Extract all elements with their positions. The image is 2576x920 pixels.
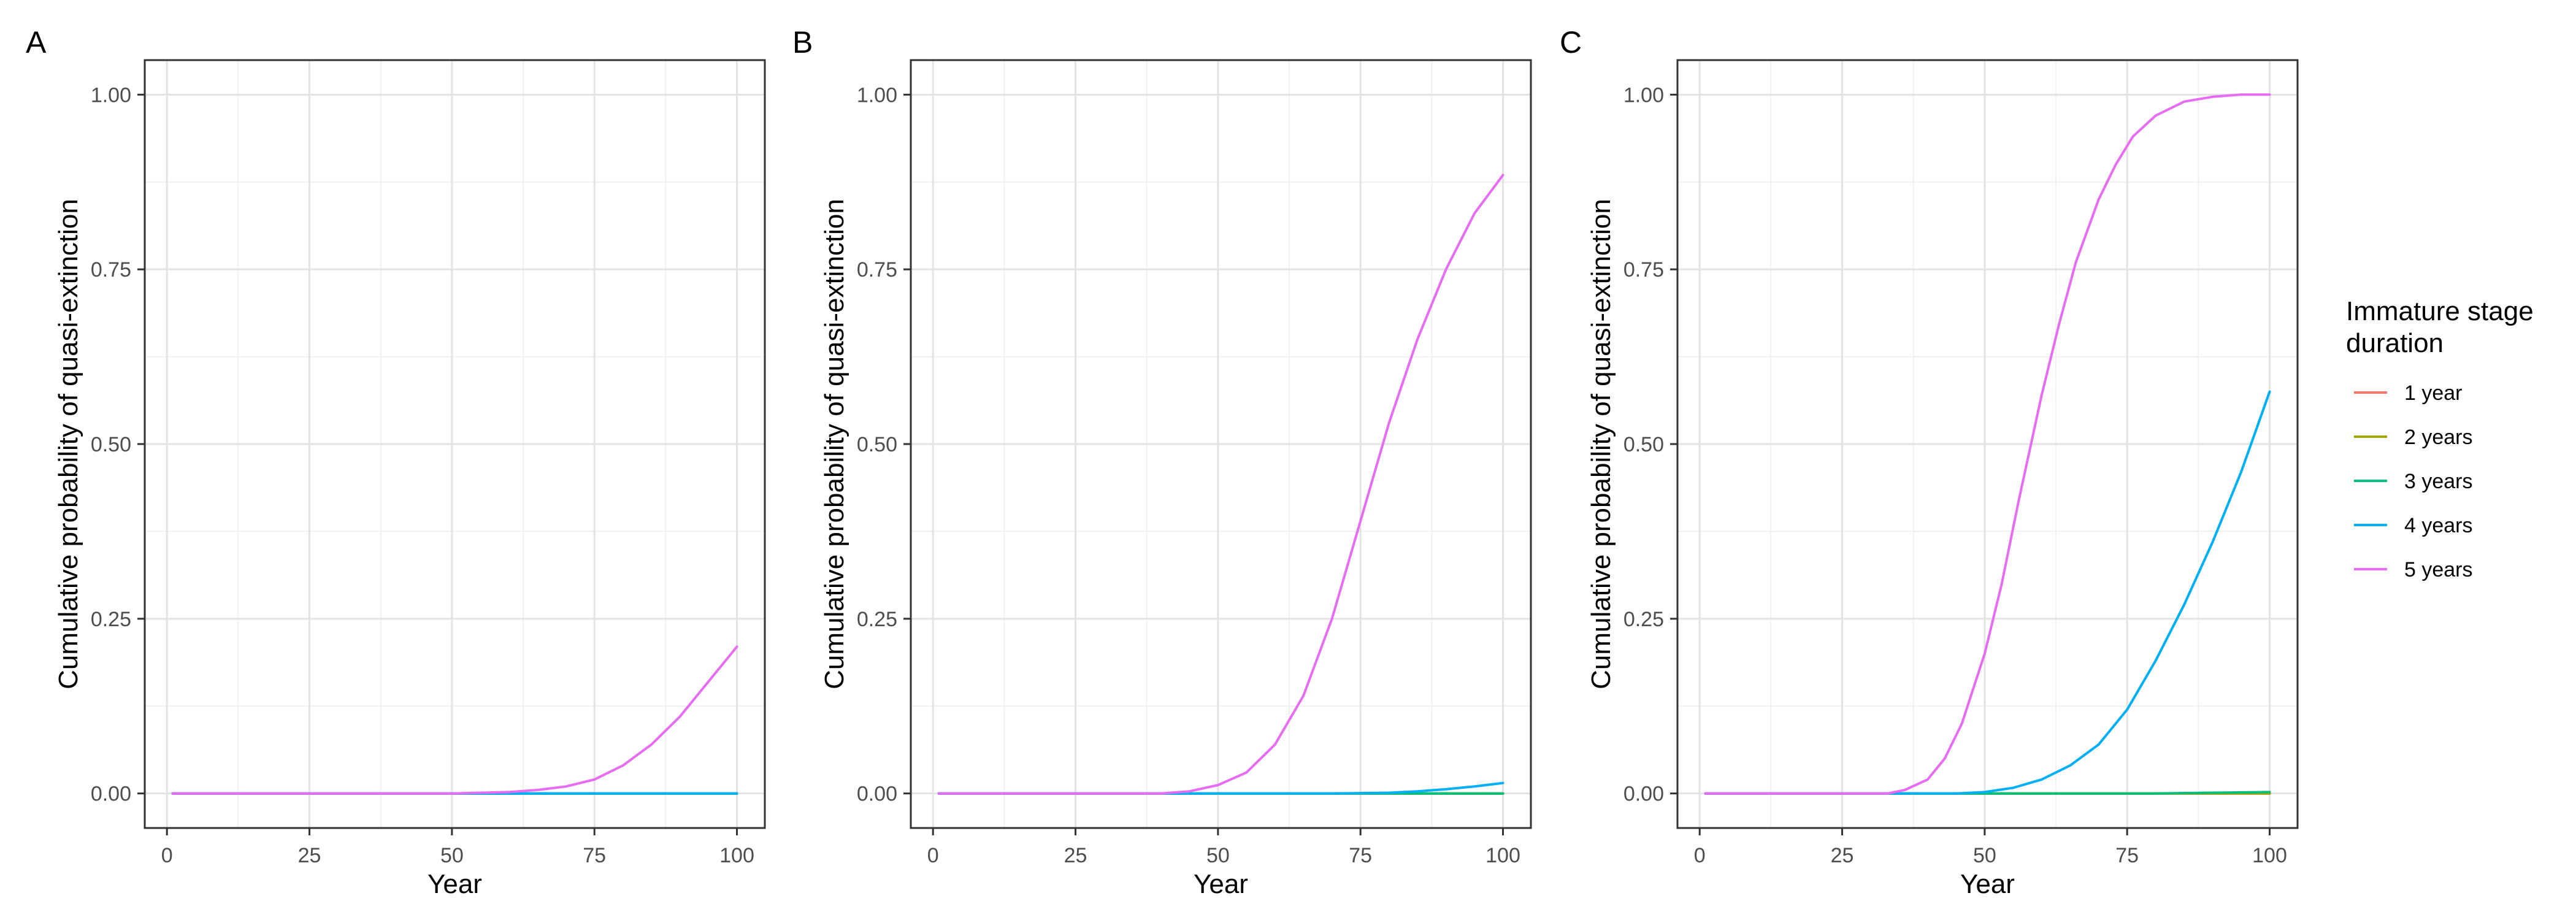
y-tick-label: 0.75 [1623, 258, 1664, 282]
legend-items: 1 year 2 years 3 years 4 years 5 years [2354, 381, 2473, 581]
legend-title-line2: duration [2346, 328, 2444, 358]
y-tick-label: 0.50 [1623, 433, 1664, 456]
legend-title-line1: Immature stage [2346, 296, 2534, 326]
x-tick-label: 50 [440, 844, 464, 867]
y-tick-label: 0.00 [91, 783, 131, 806]
legend-item: 2 years [2354, 426, 2473, 449]
legend-item: 4 years [2354, 514, 2473, 537]
panels: 0 25 50 75 100 0.00 0.25 0.50 0.75 1.00 Year Cumula… [26, 25, 2299, 899]
x-axis-title: Year [1960, 869, 2015, 899]
x-tick-label: 75 [2115, 844, 2139, 867]
y-tick-label: 0.75 [91, 258, 131, 282]
legend-label: 3 years [2404, 470, 2473, 493]
x-tick-label: 0 [927, 844, 939, 867]
x-tick-label: 0 [1694, 844, 1706, 867]
y-axis-title: Cumulative probability of quasi-extincti… [53, 199, 83, 689]
y-tick-label: 0.00 [1623, 783, 1664, 806]
y-tick-label: 0.50 [91, 433, 131, 456]
x-tick-label: 100 [719, 844, 754, 867]
panel-label: A [26, 25, 47, 59]
legend-label: 1 year [2404, 381, 2463, 405]
x-tick-label: 75 [1349, 844, 1372, 867]
series-line-4-years [937, 781, 1505, 795]
series-line-5-years [937, 174, 1505, 795]
panel-b: 0 25 50 75 100 0.00 0.25 0.50 0.75 1.00 Year Cumula… [792, 25, 1532, 899]
x-axis-title: Year [427, 869, 482, 899]
y-tick-label: 0.50 [857, 433, 897, 456]
y-tick-label: 0.25 [91, 608, 131, 631]
legend-label: 4 years [2404, 514, 2473, 537]
x-tick-label: 50 [1973, 844, 1996, 867]
legend-label: 5 years [2404, 558, 2473, 581]
panel-label: C [1560, 25, 1582, 59]
series-line-4-years [1704, 390, 2271, 795]
x-tick-label: 100 [1485, 844, 1520, 867]
x-tick-label: 25 [1064, 844, 1087, 867]
panel-a: 0 25 50 75 100 0.00 0.25 0.50 0.75 1.00 Year Cumula… [26, 25, 766, 899]
x-tick-label: 25 [1831, 844, 1854, 867]
panel-c: 0 25 50 75 100 0.00 0.25 0.50 0.75 1.00 Year Cumula… [1560, 25, 2299, 899]
y-axis-title: Cumulative probability of quasi-extincti… [1586, 199, 1616, 689]
legend-item: 5 years [2354, 558, 2473, 581]
y-tick-label: 0.25 [1623, 608, 1664, 631]
y-tick-label: 0.75 [857, 258, 897, 282]
y-tick-label: 0.00 [857, 783, 897, 806]
x-tick-label: 75 [583, 844, 606, 867]
y-tick-label: 1.00 [91, 83, 131, 107]
x-tick-label: 50 [1206, 844, 1230, 867]
y-tick-label: 1.00 [857, 83, 897, 107]
x-tick-label: 100 [2252, 844, 2287, 867]
legend-label: 2 years [2404, 426, 2473, 449]
panel-label: B [792, 25, 813, 59]
legend-item: 1 year [2354, 381, 2463, 405]
series-line-5-years [1704, 93, 2271, 795]
x-tick-label: 0 [161, 844, 173, 867]
y-tick-label: 1.00 [1623, 83, 1664, 107]
x-axis-title: Year [1194, 869, 1248, 899]
y-axis-title: Cumulative probability of quasi-extincti… [819, 199, 849, 689]
x-tick-label: 25 [298, 844, 321, 867]
series-line-5-years [171, 645, 738, 795]
legend-item: 3 years [2354, 470, 2473, 493]
legend: Immature stage duration 1 year 2 years 3 y… [2346, 296, 2534, 581]
y-tick-label: 0.25 [857, 608, 897, 631]
